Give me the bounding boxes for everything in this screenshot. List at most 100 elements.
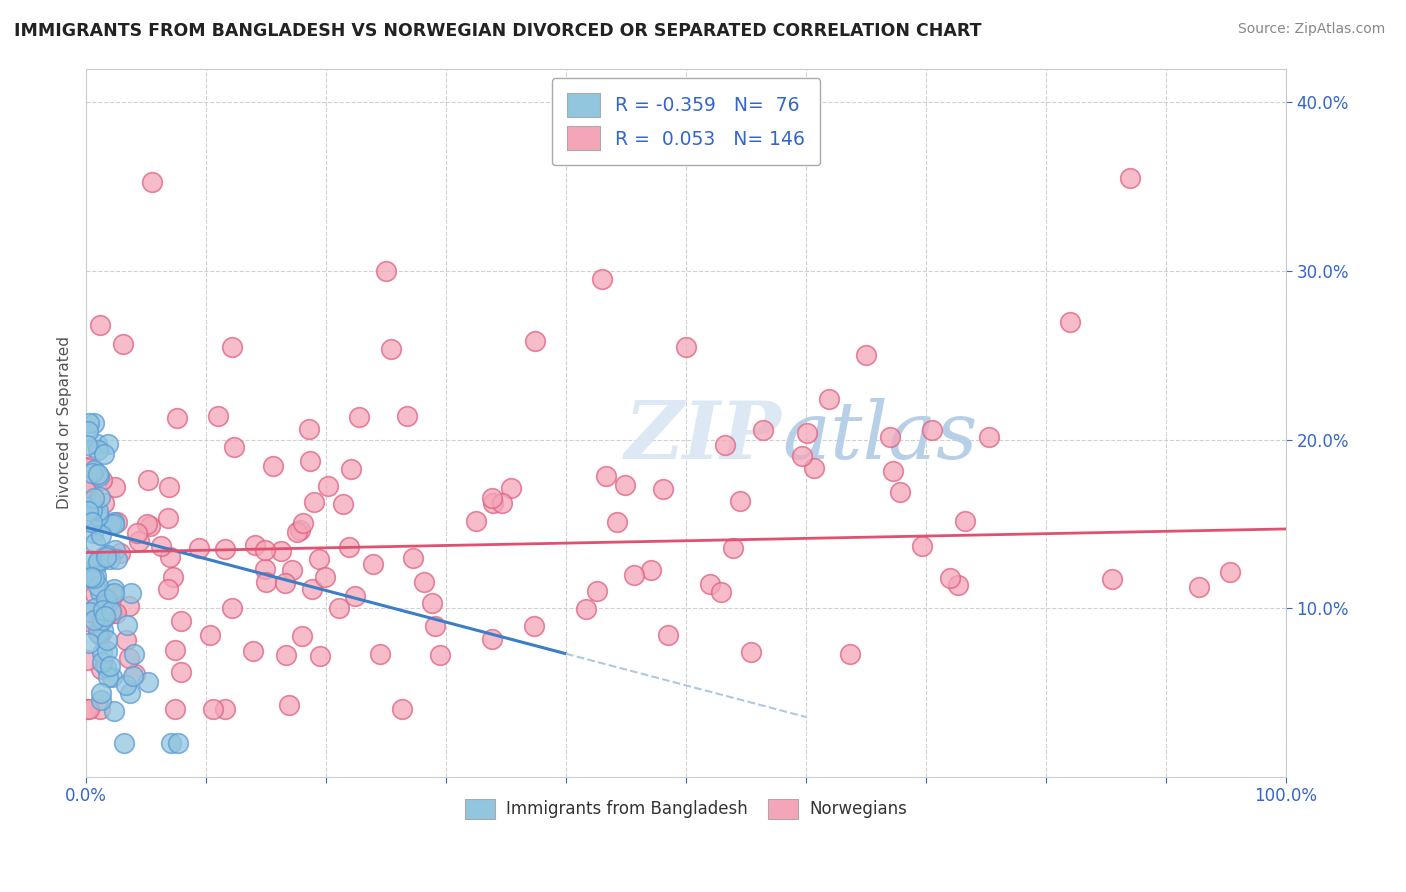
Point [270,544,292,558]
Point [254,543,277,558]
Point [253,561,276,575]
Point [90,552,112,566]
Point [640,563,662,577]
Point [1188,580,1211,594]
Point [318,478,340,492]
Text: atlas: atlas [782,398,977,475]
Point [370,647,392,661]
Point [105,552,128,566]
Point [77,500,100,515]
Point [574,602,596,616]
Point [298,422,321,436]
Point [262,458,284,473]
Point [423,618,446,632]
Point [1101,572,1123,586]
Point [946,578,969,592]
Point [96,548,118,562]
Point [207,409,229,423]
Point [80,570,103,584]
Point [103,582,125,596]
Point [96,598,118,612]
Point [291,516,314,530]
Point [481,632,503,646]
Point [740,645,762,659]
Point [699,577,721,591]
Point [83,491,105,505]
Point [889,484,911,499]
Point [87,509,110,524]
Point [855,348,877,362]
Point [499,481,522,495]
Point [420,596,443,610]
Point [464,514,486,528]
Point [84,601,107,615]
Point [222,440,245,454]
Point [302,494,325,508]
Point [76,702,98,716]
Point [82,515,104,529]
Point [76,461,98,475]
Point [96,660,118,674]
Point [101,606,124,620]
Point [481,496,503,510]
Point [115,678,138,692]
Point [939,571,962,585]
Point [337,540,360,554]
Point [110,546,132,560]
Point [83,463,105,477]
Point [163,702,186,716]
Point [90,473,112,487]
Point [288,523,311,537]
Point [818,392,841,406]
Point [150,539,173,553]
Point [90,655,112,669]
Point [79,605,101,619]
Point [118,651,141,665]
Point [375,264,398,278]
Point [93,447,115,461]
Point [301,582,323,596]
Point [118,599,141,614]
Point [128,533,150,548]
Point [84,587,107,601]
Point [595,469,617,483]
Point [314,570,336,584]
Point [100,587,122,601]
Point [94,549,117,564]
Point [120,585,142,599]
Point [76,570,98,584]
Point [254,574,277,589]
Point [243,538,266,552]
Point [790,449,813,463]
Point [89,490,111,504]
Point [96,632,118,647]
Point [76,653,98,667]
Point [955,514,977,528]
Point [77,424,100,438]
Point [1059,314,1081,328]
Point [101,670,124,684]
Text: IMMIGRANTS FROM BANGLADESH VS NORWEGIAN DIVORCED OR SEPARATED CORRELATION CHART: IMMIGRANTS FROM BANGLADESH VS NORWEGIAN … [14,22,981,40]
Point [87,468,110,483]
Point [89,702,111,716]
Point [166,411,188,425]
Point [160,736,183,750]
Point [87,504,110,518]
Point [714,438,737,452]
Point [308,648,330,663]
Point [82,526,104,541]
Point [136,474,159,488]
Point [87,554,110,568]
Point [281,563,304,577]
Point [391,702,413,716]
Point [481,491,503,505]
Point [93,549,115,563]
Point [138,674,160,689]
Point [710,585,733,599]
Point [198,628,221,642]
Point [87,579,110,593]
Point [105,515,128,529]
Point [299,454,322,468]
Point [93,611,115,625]
Point [97,437,120,451]
